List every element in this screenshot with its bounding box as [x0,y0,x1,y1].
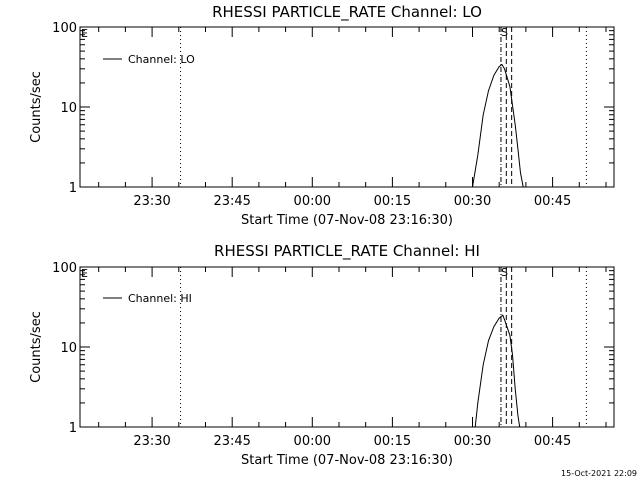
series-line [474,314,521,428]
annotation-e: E [81,27,88,40]
x-axis-label: Start Time (07-Nov-08 23:16:30) [241,213,453,228]
annotation-e: E [81,267,88,280]
x-axis: 23:30 23:45 00:00 00:15 00:30 00:45 [98,267,607,449]
chart-panel-lo: RHESSI PARTICLE_RATE Channel: LO 110100 … [29,3,615,228]
legend: Channel: HI [103,292,192,305]
y-tick-label: 100 [52,261,77,276]
series-lines [474,314,521,428]
annotation-s: S [501,26,508,39]
x-tick-label: 23:45 [213,194,250,209]
chart-title: RHESSI PARTICLE_RATE Channel: LO [212,3,482,22]
annotation-s: S [501,266,508,279]
y-tick-label: 100 [52,21,77,36]
y-tick-label: 1 [69,181,77,196]
chart-panel-hi: RHESSI PARTICLE_RATE Channel: HI 110100 … [29,242,615,468]
x-tick-label: 00:00 [294,434,331,449]
chart-title: RHESSI PARTICLE_RATE Channel: HI [214,242,480,261]
x-axis: 23:30 23:45 00:00 00:15 00:30 00:45 [98,27,607,209]
x-tick-label: 00:45 [534,434,571,449]
x-tick-label: 00:00 [294,194,331,209]
legend-entry: Channel: LO [128,53,195,66]
x-tick-label: 00:45 [534,194,571,209]
x-tick-label: 00:30 [454,194,491,209]
y-tick-label: 1 [69,421,77,436]
y-axis-label: Counts/sec [29,311,44,383]
x-tick-label: 00:15 [374,434,411,449]
event-markers [180,27,587,187]
series-lines [472,63,524,188]
legend-entry: Channel: HI [128,292,192,305]
x-tick-label: 00:30 [454,434,491,449]
x-axis-label: Start Time (07-Nov-08 23:16:30) [241,453,453,468]
x-tick-label: 23:30 [133,194,170,209]
x-tick-label: 23:45 [213,434,250,449]
y-tick-label: 10 [60,341,77,356]
x-tick-label: 00:15 [374,194,411,209]
y-tick-label: 10 [60,101,77,116]
x-tick-label: 23:30 [133,434,170,449]
legend: Channel: LO [103,53,195,66]
y-axis-label: Counts/sec [29,71,44,143]
y-axis: 1 10 100 [52,261,614,436]
y-axis: 1 10 100 [52,21,614,196]
series-line [472,63,524,188]
footer-timestamp: 15-Oct-2021 22:09 [561,469,637,478]
